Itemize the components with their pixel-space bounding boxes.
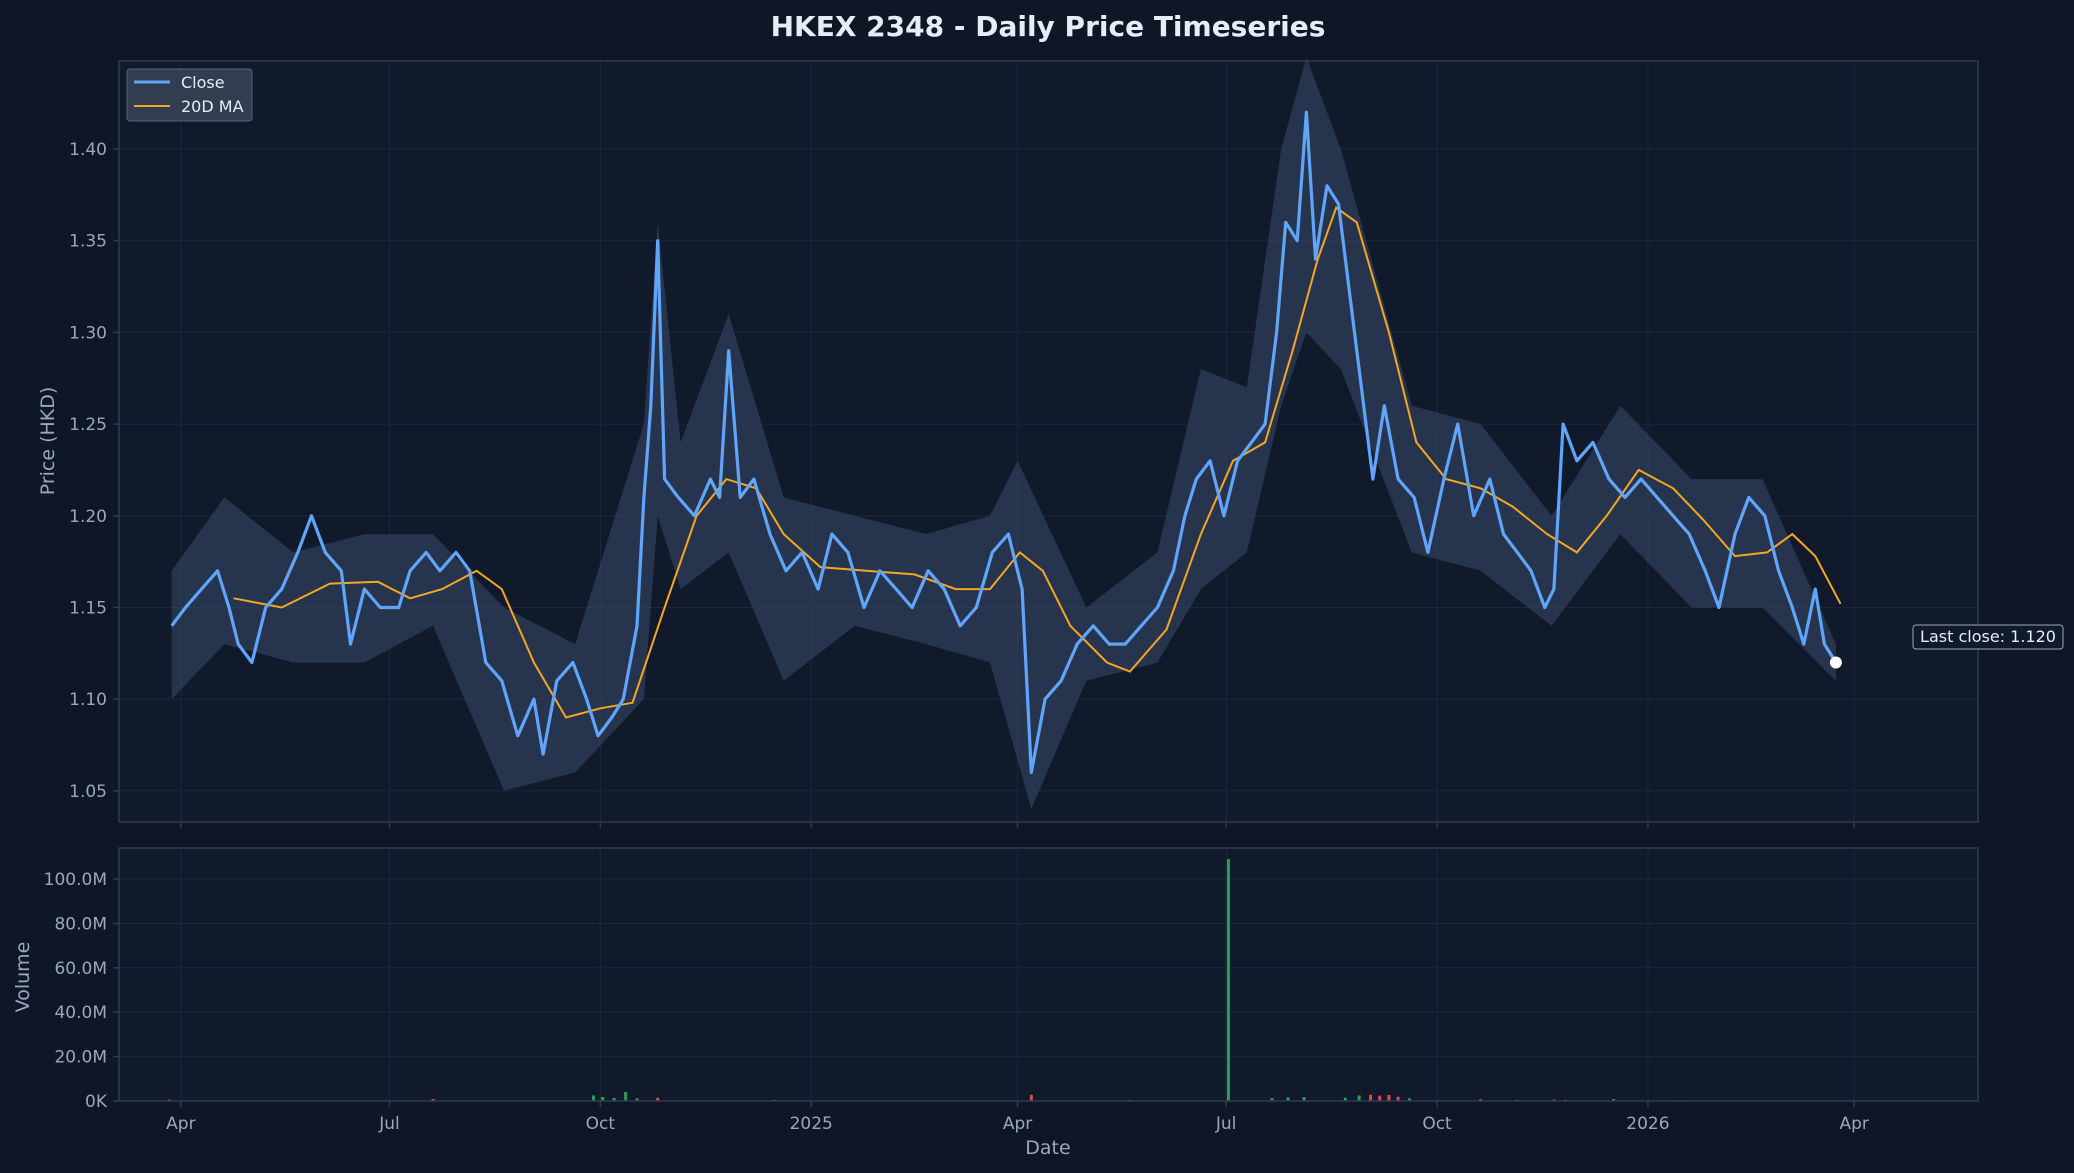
volume-plot-area: [119, 848, 1978, 1101]
x-tick-label: 2025: [790, 1114, 833, 1134]
x-tick-label: Apr: [1003, 1114, 1032, 1134]
price-y-tick-label: 1.05: [69, 782, 107, 802]
volume-y-tick-label: 40.0M: [54, 1003, 107, 1023]
x-tick-label: Apr: [1840, 1114, 1869, 1134]
volume-bar: [1612, 1099, 1616, 1101]
price-y-tick-label: 1.10: [69, 690, 107, 710]
price-x-tick-marks: [180, 822, 1855, 828]
price-range-band: [171, 57, 1836, 810]
price-y-tick-label: 1.35: [69, 232, 107, 252]
volume-bar: [1302, 1097, 1306, 1101]
price-y-tick-label: 1.25: [69, 415, 107, 435]
annotation-box: [1912, 624, 2064, 650]
price-y-tick-label: 1.30: [69, 323, 107, 343]
last-close-annotation: Last close: 1.120: [1912, 624, 2064, 650]
volume-bar: [635, 1098, 639, 1101]
price-panel: 1.05 1.10 1.15 1.20 1.25 1.30 1.35 1.40 Price (…: [37, 57, 2064, 828]
volume-bar: [1378, 1095, 1382, 1101]
ma-series-line: [233, 206, 1842, 719]
price-y-axis-label: Price (HKD): [37, 387, 59, 496]
price-y-tick-label: 1.20: [69, 507, 107, 527]
annotation-text: Last close: 1.120: [1920, 627, 2056, 646]
volume-y-tick-label: 0K: [85, 1092, 108, 1112]
volume-y-tick-label: 60.0M: [54, 959, 107, 979]
price-y-ticks: 1.05 1.10 1.15 1.20 1.25 1.30 1.35 1.40: [69, 140, 119, 802]
volume-y-tick-label: 100.0M: [44, 870, 107, 890]
volume-bar: [1343, 1097, 1347, 1101]
price-y-tick-label: 1.40: [69, 140, 107, 160]
volume-bar: [1387, 1095, 1391, 1101]
x-axis-ticks: Apr Jul Oct 2025 Apr Jul Oct 2026 Apr: [166, 1101, 1869, 1134]
price-y-tick-label: 1.15: [69, 598, 107, 618]
volume-bar: [1479, 1099, 1483, 1101]
volume-bar: [612, 1097, 616, 1101]
close-line: [170, 110, 1838, 775]
x-tick-label: Jul: [1215, 1114, 1237, 1134]
last-close-marker: [1829, 656, 1842, 669]
volume-bar: [1369, 1094, 1373, 1101]
x-tick-label: Apr: [166, 1114, 195, 1134]
volume-frame: [118, 847, 1979, 1102]
ma-line: [233, 206, 1842, 719]
volume-bar: [1552, 1099, 1556, 1101]
volume-bar: [431, 1099, 435, 1101]
price-gridlines: [119, 61, 1978, 822]
legend-ma-label: 20D MA: [181, 97, 244, 116]
volume-y-tick-label: 80.0M: [54, 914, 107, 934]
x-axis-label: Date: [1025, 1137, 1070, 1159]
volume-y-ticks: 0K 20.0M 40.0M 60.0M 80.0M 100.0M: [44, 870, 119, 1112]
legend-close-label: Close: [181, 73, 225, 92]
volume-bar: [1286, 1097, 1290, 1101]
volume-bar: [1226, 859, 1230, 1101]
x-tick-label: Oct: [1422, 1114, 1452, 1134]
volume-bar: [601, 1097, 605, 1101]
volume-panel: 0K 20.0M 40.0M 60.0M 80.0M 100.0M Apr Jul Oct 20…: [12, 847, 1979, 1159]
volume-bar: [1357, 1095, 1361, 1101]
x-tick-label: 2026: [1626, 1114, 1669, 1134]
chart-title: HKEX 2348 - Daily Price Timeseries: [771, 10, 1326, 43]
volume-y-tick-label: 20.0M: [54, 1048, 107, 1068]
x-tick-label: Jul: [378, 1114, 400, 1134]
volume-y-axis-label: Volume: [12, 942, 34, 1013]
volume-bar: [591, 1095, 595, 1101]
volume-bar: [1029, 1094, 1033, 1101]
volume-bar: [656, 1097, 660, 1101]
volume-bar: [624, 1092, 628, 1101]
price-range-area: [171, 57, 1836, 810]
price-frame: [118, 60, 1979, 823]
volume-bar: [1396, 1096, 1400, 1101]
x-tick-label: Oct: [586, 1114, 616, 1134]
volume-bar: [1270, 1098, 1274, 1101]
close-series-line: [170, 110, 1838, 775]
last-close-point: [1829, 656, 1842, 669]
volume-bar: [1408, 1098, 1412, 1101]
legend: Close 20D MA: [126, 68, 253, 122]
volume-bars: [167, 859, 1682, 1102]
